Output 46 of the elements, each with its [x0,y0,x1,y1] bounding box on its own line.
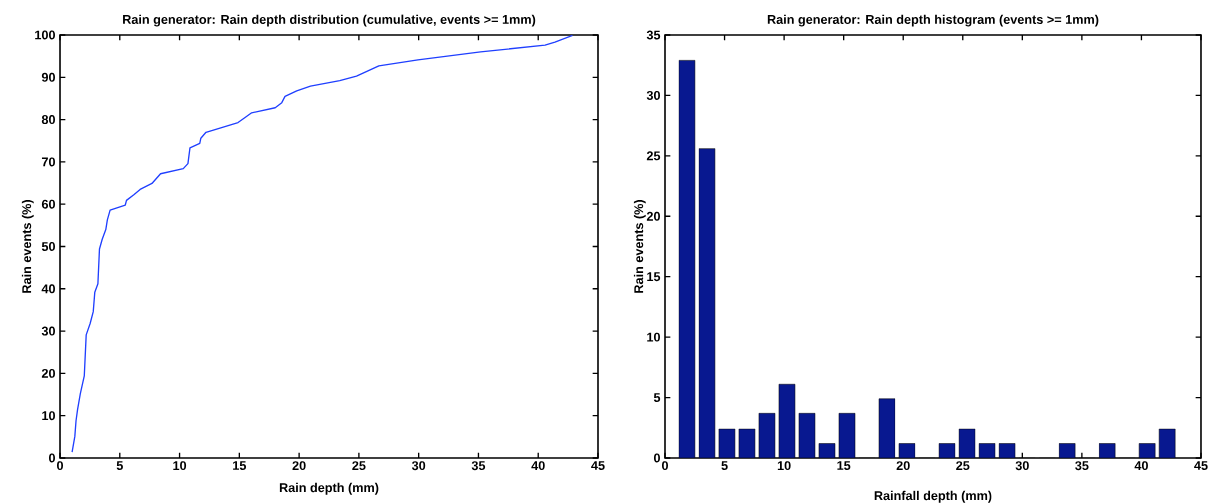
y-tick-label: 90 [41,72,55,82]
y-tick-label: 80 [41,115,55,125]
y-tick-label: 0 [48,453,55,463]
y-axis-title: Rain events (%) [633,199,646,293]
x-tick-label: 15 [837,461,851,470]
y-tick-label: 30 [41,326,55,336]
y-tick-label: 10 [647,332,660,342]
y-tick-label: 0 [653,453,660,463]
y-tick-label: 40 [41,284,55,294]
x-axis-title: Rainfall depth (mm) [874,490,992,503]
y-tick-label: 20 [646,211,660,221]
x-tick-label: 35 [471,461,486,471]
line-series [71,34,574,453]
x-tick-label: 0 [56,461,64,471]
x-tick-label: 20 [896,461,910,471]
y-tick-label: 20 [41,368,55,378]
y-tick-label: 5 [653,393,661,402]
y-tick-label: 30 [646,90,660,100]
x-tick-label: 35 [1075,461,1089,471]
x-axis-title: Rain depth (mm) [279,482,379,495]
x-tick-label: 40 [1134,461,1148,471]
x-tick-label: 20 [292,461,306,471]
y-tick-label: 25 [646,151,661,161]
y-tick-label: 70 [41,157,55,167]
chart-title: Rain generator: Rain depth distribution (cumulative, events >= 1mm) [123,14,536,27]
y-tick-label: 60 [41,199,55,209]
x-tick-label: 0 [661,461,668,471]
x-tick-label: 30 [1015,461,1029,471]
y-tick-label: 10 [42,411,55,421]
x-tick-label: 45 [1194,461,1208,470]
x-tick-label: 10 [173,461,187,471]
x-tick-label: 15 [233,461,247,470]
x-tick-label: 5 [721,461,728,470]
y-axis-title: Rain events (%) [21,199,34,293]
x-tick-label: 40 [531,461,545,471]
chart-title: Rain generator: Rain depth histogram (events >= 1mm) [767,14,1099,27]
x-tick-label: 30 [411,461,426,471]
y-tick-label: 100 [35,30,55,40]
y-tick-label: 50 [41,242,55,251]
x-tick-label: 25 [956,461,970,471]
x-tick-label: 45 [591,461,605,470]
x-tick-label: 5 [116,461,123,470]
x-tick-label: 25 [352,461,366,471]
y-tick-label: 35 [646,30,661,40]
y-tick-label: 15 [647,272,661,282]
x-tick-label: 10 [777,461,791,471]
